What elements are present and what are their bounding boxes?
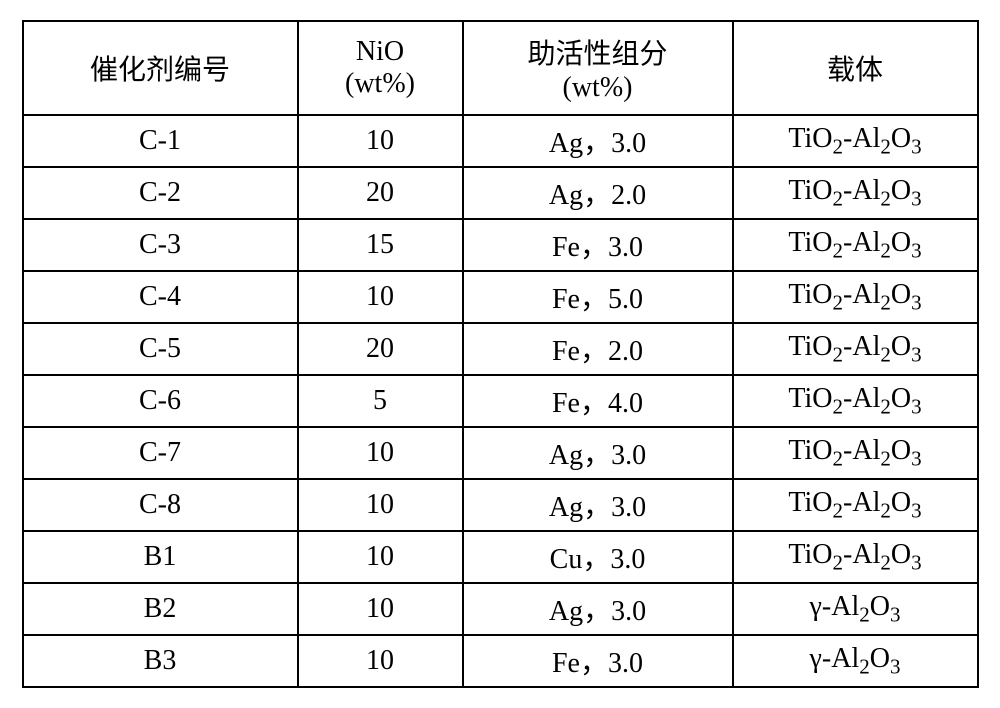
cell-support: TiO2-Al2O3 (733, 219, 978, 271)
table-row: C-220Ag，2.0TiO2-Al2O3 (23, 167, 978, 219)
table-body: C-110Ag，3.0TiO2-Al2O3C-220Ag，2.0TiO2-Al2… (23, 115, 978, 687)
cell-support: TiO2-Al2O3 (733, 531, 978, 583)
cell-catalyst-id: C-3 (23, 219, 298, 271)
cell-catalyst-id: C-6 (23, 375, 298, 427)
cell-nio: 10 (298, 271, 463, 323)
cell-nio: 15 (298, 219, 463, 271)
header-row: 催化剂编号 NiO (wt%) 助活性组分 (wt%) 载体 (23, 21, 978, 115)
cell-promoter: Fe，3.0 (463, 219, 733, 271)
table-row: C-315Fe，3.0TiO2-Al2O3 (23, 219, 978, 271)
header-promoter: 助活性组分 (wt%) (463, 21, 733, 115)
header-support: 载体 (733, 21, 978, 115)
table-row: C-810Ag，3.0TiO2-Al2O3 (23, 479, 978, 531)
cell-support: TiO2-Al2O3 (733, 271, 978, 323)
cell-nio: 10 (298, 427, 463, 479)
header-catalyst-id-label: 催化剂编号 (90, 55, 230, 86)
header-catalyst-id: 催化剂编号 (23, 21, 298, 115)
cell-catalyst-id: B2 (23, 583, 298, 635)
header-nio: NiO (wt%) (298, 21, 463, 115)
cell-support: TiO2-Al2O3 (733, 115, 978, 167)
header-nio-line1: NiO (356, 36, 404, 67)
cell-catalyst-id: B3 (23, 635, 298, 687)
header-promoter-line1: 助活性组分 (527, 39, 667, 70)
table-row: C-520Fe，2.0TiO2-Al2O3 (23, 323, 978, 375)
cell-nio: 10 (298, 583, 463, 635)
cell-support: TiO2-Al2O3 (733, 323, 978, 375)
cell-nio: 20 (298, 167, 463, 219)
table-row: C-65Fe，4.0TiO2-Al2O3 (23, 375, 978, 427)
cell-nio: 10 (298, 531, 463, 583)
catalyst-table: 催化剂编号 NiO (wt%) 助活性组分 (wt%) 载体 C-110Ag，3… (22, 20, 979, 688)
cell-support: TiO2-Al2O3 (733, 479, 978, 531)
cell-catalyst-id: C-4 (23, 271, 298, 323)
cell-catalyst-id: B1 (23, 531, 298, 583)
header-nio-line2: (wt%) (345, 68, 415, 99)
cell-nio: 20 (298, 323, 463, 375)
cell-promoter: Fe，5.0 (463, 271, 733, 323)
header-support-label: 载体 (827, 55, 883, 86)
header-promoter-line2: (wt%) (563, 72, 633, 103)
cell-nio: 5 (298, 375, 463, 427)
cell-support: TiO2-Al2O3 (733, 375, 978, 427)
cell-promoter: Ag，3.0 (463, 479, 733, 531)
cell-promoter: Fe，2.0 (463, 323, 733, 375)
table-row: C-110Ag，3.0TiO2-Al2O3 (23, 115, 978, 167)
table-row: B310Fe，3.0γ-Al2O3 (23, 635, 978, 687)
table-row: B110Cu，3.0TiO2-Al2O3 (23, 531, 978, 583)
table-row: C-710Ag，3.0TiO2-Al2O3 (23, 427, 978, 479)
cell-nio: 10 (298, 635, 463, 687)
table-row: C-410Fe，5.0TiO2-Al2O3 (23, 271, 978, 323)
table-row: B210Ag，3.0γ-Al2O3 (23, 583, 978, 635)
cell-support: TiO2-Al2O3 (733, 427, 978, 479)
cell-support: γ-Al2O3 (733, 583, 978, 635)
cell-catalyst-id: C-8 (23, 479, 298, 531)
cell-support: TiO2-Al2O3 (733, 167, 978, 219)
cell-promoter: Ag，3.0 (463, 427, 733, 479)
cell-catalyst-id: C-1 (23, 115, 298, 167)
cell-promoter: Ag，2.0 (463, 167, 733, 219)
cell-catalyst-id: C-2 (23, 167, 298, 219)
cell-promoter: Fe，3.0 (463, 635, 733, 687)
cell-promoter: Ag，3.0 (463, 115, 733, 167)
cell-promoter: Ag，3.0 (463, 583, 733, 635)
cell-promoter: Cu，3.0 (463, 531, 733, 583)
cell-catalyst-id: C-5 (23, 323, 298, 375)
cell-promoter: Fe，4.0 (463, 375, 733, 427)
cell-catalyst-id: C-7 (23, 427, 298, 479)
cell-nio: 10 (298, 479, 463, 531)
cell-support: γ-Al2O3 (733, 635, 978, 687)
cell-nio: 10 (298, 115, 463, 167)
